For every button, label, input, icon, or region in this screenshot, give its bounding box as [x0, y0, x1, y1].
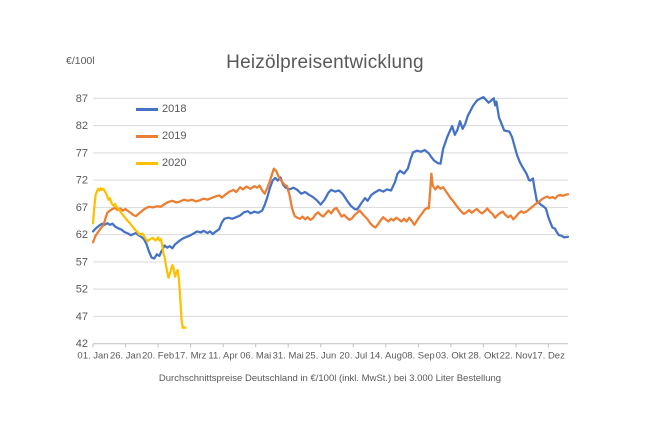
- y-tick-label: 57: [76, 256, 88, 268]
- x-tick-label: 08. Sep: [402, 351, 435, 362]
- legend-swatch-2018: [136, 108, 158, 111]
- x-tick-label: 14. Aug: [370, 351, 402, 362]
- legend-item-2019: 2019: [136, 130, 186, 143]
- x-tick-label: 31. Mai: [273, 351, 304, 362]
- chart-caption: Durchschnittspreise Deutschland in €/100…: [158, 373, 502, 384]
- x-tick-label: 26. Jan: [110, 351, 141, 362]
- legend-item-2018: 2018: [136, 103, 186, 116]
- legend-label-2020: 2020: [162, 157, 187, 169]
- chart-title: Heizölpreisentwicklung: [226, 52, 424, 73]
- y-tick-label: 67: [76, 202, 88, 214]
- y-tick-label: 72: [76, 175, 88, 187]
- y-tick-label: 42: [76, 338, 88, 350]
- x-tick-label: 25. Jun: [305, 351, 336, 362]
- legend-label-2019: 2019: [162, 130, 187, 142]
- x-tick-label: 20. Jul: [339, 351, 367, 362]
- x-tick-label: 17. Mrz: [175, 351, 207, 362]
- x-tick-label: 01. Jan: [77, 351, 108, 362]
- legend-swatch-2020: [136, 162, 158, 165]
- x-tick-label: 28. Okt: [468, 351, 499, 362]
- x-tick-label: 17. Dez: [532, 351, 565, 362]
- y-tick-label: 47: [76, 311, 88, 323]
- legend-swatch-2019: [136, 135, 158, 138]
- x-tick-label: 20. Feb: [142, 351, 174, 362]
- legend-label-2018: 2018: [162, 103, 187, 115]
- y-tick-label: 62: [76, 229, 88, 241]
- x-tick-label: 11. Apr: [208, 351, 237, 362]
- y-tick-label: 52: [76, 284, 88, 296]
- y-tick-label: 77: [76, 147, 88, 159]
- x-tick-label: 03. Okt: [436, 351, 467, 362]
- x-tick-label: 06. Mai: [240, 351, 271, 362]
- legend-item-2020: 2020: [136, 157, 186, 170]
- series-line-2019: [91, 167, 570, 244]
- y-axis-unit-label: €/100l: [66, 55, 95, 67]
- y-tick-label: 82: [76, 120, 88, 132]
- x-tick-label: 22. Nov: [500, 351, 533, 362]
- series-line-2018: [91, 96, 570, 260]
- y-tick-label: 87: [76, 93, 88, 105]
- series-line-2020: [91, 187, 187, 330]
